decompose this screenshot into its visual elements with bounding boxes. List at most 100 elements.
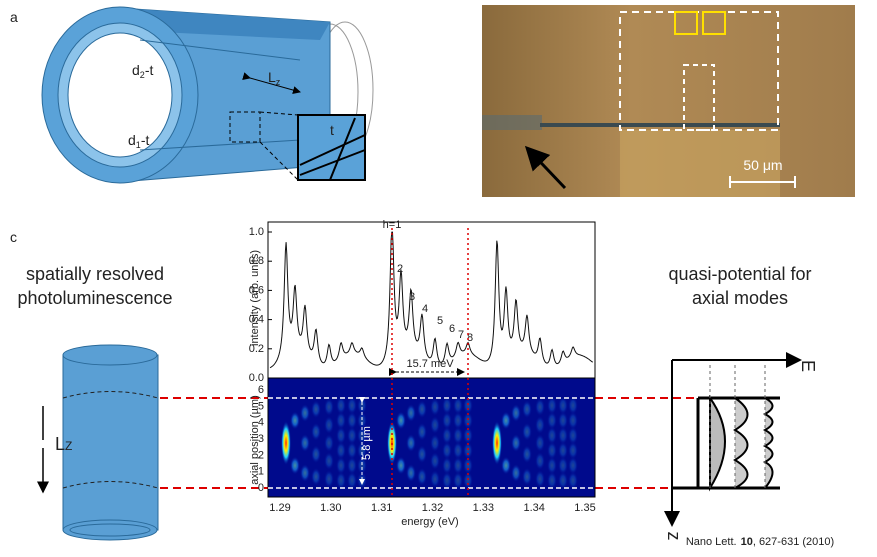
heat-spot — [522, 467, 532, 486]
heat-spot — [558, 456, 568, 475]
heat-spot — [324, 416, 334, 434]
heat-spot — [324, 470, 334, 488]
heat-spot — [417, 445, 427, 464]
heat-spot — [430, 452, 440, 470]
sub: 2 — [140, 70, 145, 80]
heat-spot — [347, 396, 357, 415]
heat-spot — [300, 404, 310, 422]
peak-label: 6 — [449, 323, 455, 335]
label-d1: d1-t — [128, 132, 149, 150]
heat-spot — [547, 426, 557, 445]
heat-spot — [311, 467, 321, 486]
panel-label: a — [10, 9, 18, 25]
heat-spot — [568, 441, 578, 460]
spacing-label: 15.7 meV — [406, 358, 454, 370]
y-axis-label: intensity (arb. units) — [249, 250, 261, 346]
heat-spot — [463, 441, 473, 460]
heat-spot — [311, 422, 321, 441]
heat-spot — [396, 411, 406, 430]
y-tick-label: 6 — [258, 384, 264, 396]
l: L — [55, 434, 65, 454]
panel-label: c — [10, 229, 17, 245]
heat-spot — [406, 404, 416, 422]
heat-spot — [442, 471, 452, 490]
heat-spot — [430, 398, 440, 416]
d: d — [128, 132, 136, 148]
heat-spot — [336, 471, 346, 490]
heat-spot — [290, 411, 300, 430]
heat-spot — [535, 452, 545, 470]
journal: Nano Lett. — [686, 536, 737, 548]
d: d — [132, 62, 140, 78]
x-axis-label: energy (eV) — [401, 516, 458, 528]
lz-label: LZ — [55, 434, 72, 454]
heat-spot — [453, 441, 463, 460]
heat-spot — [463, 456, 473, 475]
heat-spot — [324, 434, 334, 452]
energy-axis-label: E — [798, 360, 818, 372]
heat-spot — [558, 396, 568, 415]
y-tick-label: 1 — [258, 466, 264, 478]
heat-spot — [501, 456, 511, 475]
y-tick-label: 3 — [258, 433, 264, 445]
caption: photoluminescence — [17, 288, 172, 308]
tube-illustration — [41, 6, 374, 184]
y-tick-label: 0.2 — [249, 343, 264, 355]
heat-spot — [453, 471, 463, 490]
heat-spot — [558, 426, 568, 445]
peak-label: 2 — [397, 263, 403, 275]
peak-label: 8 — [467, 332, 473, 344]
heat-spot — [430, 416, 440, 434]
heat-spot — [522, 445, 532, 464]
heat-spot — [463, 396, 473, 415]
z-axis-label: z — [664, 532, 684, 541]
heat-spot — [336, 396, 346, 415]
y-tick-label: 0.8 — [249, 255, 264, 267]
heat-spot — [336, 426, 346, 445]
heat-spot — [522, 422, 532, 441]
peak-label: 4 — [422, 303, 428, 315]
heat-spot — [558, 411, 568, 430]
heat-spot — [535, 398, 545, 416]
y-tick-label: 5 — [258, 400, 264, 412]
x-tick-label: 1.32 — [422, 502, 443, 514]
label-t: t — [330, 122, 334, 138]
x-tick-label: 1.35 — [574, 502, 595, 514]
heat-spot — [417, 422, 427, 441]
heat-spot — [336, 456, 346, 475]
citation: Nano Lett. 10, 627-631 (2010) — [686, 536, 834, 548]
heat-spot — [430, 434, 440, 452]
heat-spot — [417, 400, 427, 419]
heat-spot — [511, 404, 521, 422]
heat-spot — [406, 464, 416, 482]
heat-spot — [442, 426, 452, 445]
map-guides — [268, 397, 595, 489]
cylinder — [43, 344, 159, 541]
caption: quasi-potential for — [668, 264, 811, 284]
heat-spot — [568, 471, 578, 490]
heat-spot — [568, 411, 578, 430]
heat-spot — [442, 456, 452, 475]
heat-spot — [336, 441, 346, 460]
y-tick-label: 0.4 — [249, 314, 264, 326]
spectrum-frame — [267, 221, 596, 379]
potential-diagram — [664, 352, 802, 527]
heat-spot — [558, 471, 568, 490]
heat-spot — [535, 434, 545, 452]
micrograph — [482, 5, 855, 197]
label-lz: Lz — [268, 69, 281, 87]
sub: Z — [65, 439, 72, 453]
y-tick-label: 1.0 — [249, 226, 264, 238]
heat-spot — [547, 456, 557, 475]
label-d2: d2-t — [132, 62, 153, 80]
peak-label: h=1 — [383, 219, 402, 231]
heat-spot — [463, 411, 473, 430]
heat-spot — [396, 456, 406, 475]
heat-spot — [547, 411, 557, 430]
y-tick-label: 0.0 — [249, 372, 264, 384]
y-tick-label: 0.6 — [249, 284, 264, 296]
l: L — [268, 69, 276, 85]
x-tick-label: 1.33 — [473, 502, 494, 514]
heat-spot — [442, 411, 452, 430]
